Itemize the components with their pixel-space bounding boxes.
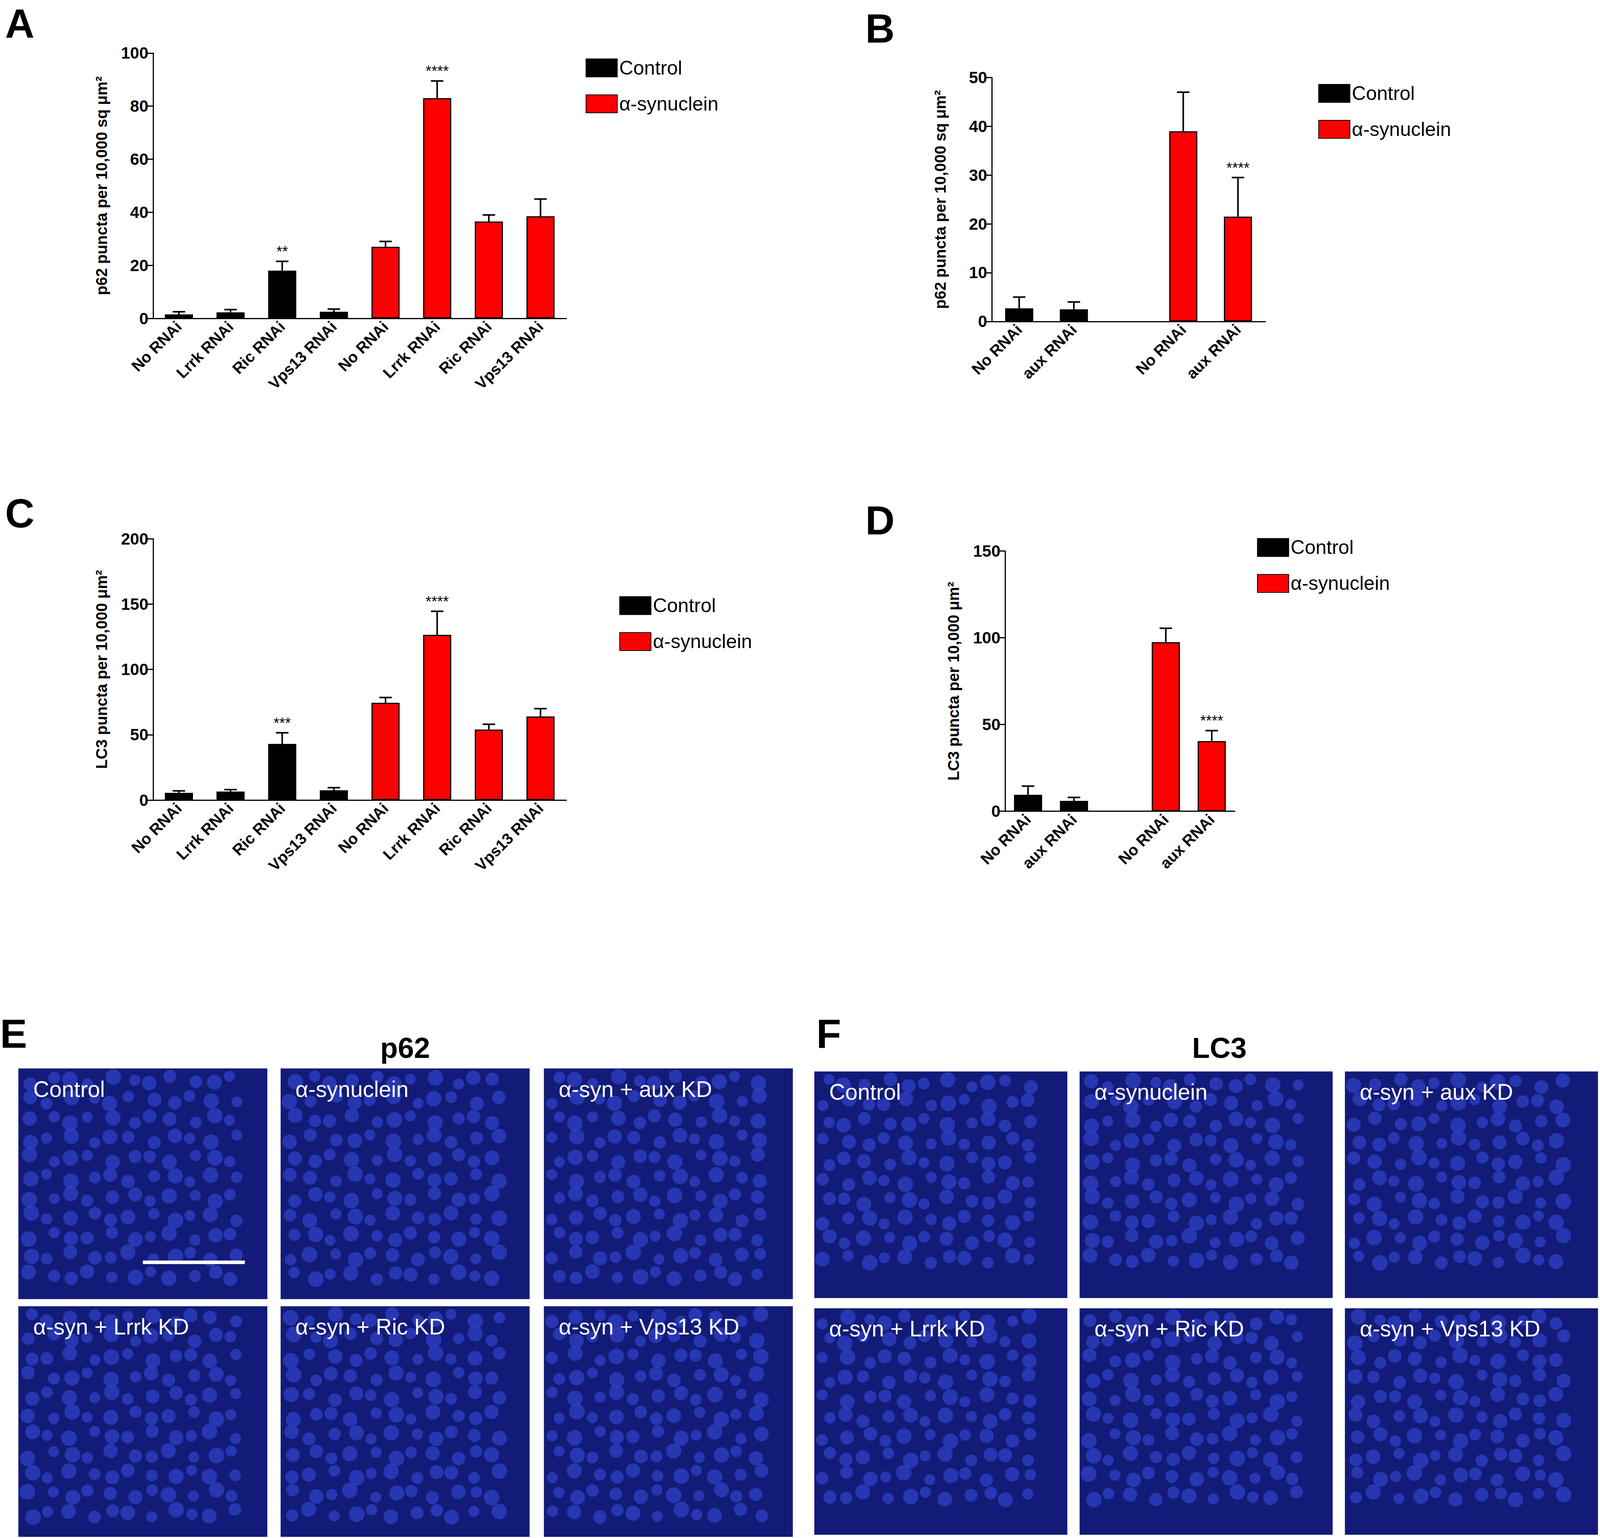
svg-text:Control: Control [829,1079,902,1105]
svg-text:100: 100 [121,43,149,63]
svg-text:Ric RNAi: Ric RNAi [228,799,289,859]
svg-text:p62 puncta per 10,000 sq μm²: p62 puncta per 10,000 sq μm² [931,90,949,309]
svg-text:No RNAi: No RNAi [128,317,185,375]
svg-text:10: 10 [968,263,988,282]
svg-text:0: 0 [139,791,149,810]
svg-text:150: 150 [973,541,1001,561]
svg-text:LC3: LC3 [1192,1031,1247,1065]
svg-text:aux RNAi: aux RNAi [1018,320,1081,383]
svg-text:α-syn + Lrrk KD: α-syn + Lrrk KD [829,1316,986,1342]
svg-text:200: 200 [121,529,149,549]
svg-text:Vps13 RNAi: Vps13 RNAi [265,799,340,874]
svg-text:20: 20 [130,256,149,275]
svg-text:α-syn + Ric KD: α-syn + Ric KD [1094,1316,1245,1342]
svg-text:LC3 puncta per 10,000 μm²: LC3 puncta per 10,000 μm² [944,581,963,781]
svg-text:α-syn + Lrrk KD: α-syn + Lrrk KD [33,1314,190,1340]
svg-text:***: *** [273,714,292,732]
svg-text:Ric RNAi: Ric RNAi [228,317,289,378]
svg-text:α-synuclein: α-synuclein [1290,572,1390,595]
svg-text:Lrrk RNAi: Lrrk RNAi [173,799,237,863]
svg-text:80: 80 [130,96,149,116]
svg-text:aux RNAi: aux RNAi [1156,810,1218,872]
svg-text:α-synuclein: α-synuclein [652,630,752,653]
svg-text:p62: p62 [380,1031,431,1065]
svg-text:****: **** [425,593,449,610]
svg-text:0: 0 [139,309,149,328]
svg-text:No RNAi: No RNAi [334,799,392,857]
svg-text:30: 30 [968,166,988,185]
svg-text:α-synuclein: α-synuclein [295,1076,409,1102]
svg-text:50: 50 [968,68,988,87]
svg-text:Control: Control [1351,82,1415,105]
svg-text:40: 40 [130,203,149,222]
svg-text:α-synuclein: α-synuclein [619,92,719,115]
svg-text:α-syn + aux KD: α-syn + aux KD [558,1076,713,1102]
svg-text:0: 0 [978,312,988,331]
svg-text:F: F [816,1010,842,1057]
svg-text:A: A [5,0,35,47]
svg-text:Control: Control [619,57,683,79]
svg-text:No RNAi: No RNAi [1132,320,1190,378]
svg-text:50: 50 [130,725,149,744]
svg-text:Lrrk RNAi: Lrrk RNAi [379,799,444,863]
svg-text:No RNAi: No RNAi [1114,810,1172,868]
svg-text:100: 100 [973,628,1001,647]
svg-text:50: 50 [982,715,1001,734]
svg-text:Lrrk RNAi: Lrrk RNAi [173,317,237,382]
svg-text:p62 puncta per 10,000 sq μm²: p62 puncta per 10,000 sq μm² [92,76,111,295]
svg-text:Control: Control [1290,536,1354,559]
svg-text:α-syn + aux KD: α-syn + aux KD [1359,1079,1514,1105]
svg-text:α-syn + Vps13 KD: α-syn + Vps13 KD [558,1314,740,1340]
svg-text:α-syn + Vps13 KD: α-syn + Vps13 KD [1359,1316,1541,1342]
svg-text:α-synuclein: α-synuclein [1094,1079,1208,1105]
svg-text:B: B [865,5,895,52]
svg-text:Vps13 RNAi: Vps13 RNAi [471,799,547,874]
svg-text:No RNAi: No RNAi [968,320,1026,378]
svg-text:C: C [5,490,35,536]
svg-text:20: 20 [968,214,988,234]
svg-text:Vps13 RNAi: Vps13 RNAi [265,317,340,393]
svg-text:D: D [865,497,895,543]
svg-text:40: 40 [968,117,988,136]
svg-text:No RNAi: No RNAi [977,810,1035,868]
svg-text:LC3 puncta per 10,000 μm²: LC3 puncta per 10,000 μm² [92,569,111,769]
svg-text:Control: Control [652,594,716,617]
svg-text:**: ** [276,243,289,260]
svg-text:No RNAi: No RNAi [128,799,185,857]
svg-text:aux RNAi: aux RNAi [1018,810,1081,872]
svg-text:aux RNAi: aux RNAi [1182,320,1245,383]
svg-text:No RNAi: No RNAi [334,317,392,375]
svg-text:E: E [0,1010,27,1057]
svg-text:α-syn + Ric KD: α-syn + Ric KD [295,1314,445,1340]
svg-text:0: 0 [991,801,1001,821]
svg-text:Ric RNAi: Ric RNAi [435,317,495,378]
svg-text:150: 150 [121,594,149,614]
svg-text:Control: Control [33,1076,106,1102]
svg-text:100: 100 [121,660,149,679]
svg-text:****: **** [1200,712,1224,729]
svg-text:Ric RNAi: Ric RNAi [435,799,495,859]
svg-text:α-synuclein: α-synuclein [1351,118,1452,141]
svg-text:****: **** [425,62,449,80]
svg-text:****: **** [1226,159,1250,177]
svg-text:60: 60 [130,150,149,169]
svg-text:Vps13 RNAi: Vps13 RNAi [471,317,547,393]
svg-text:Lrrk RNAi: Lrrk RNAi [379,317,444,382]
